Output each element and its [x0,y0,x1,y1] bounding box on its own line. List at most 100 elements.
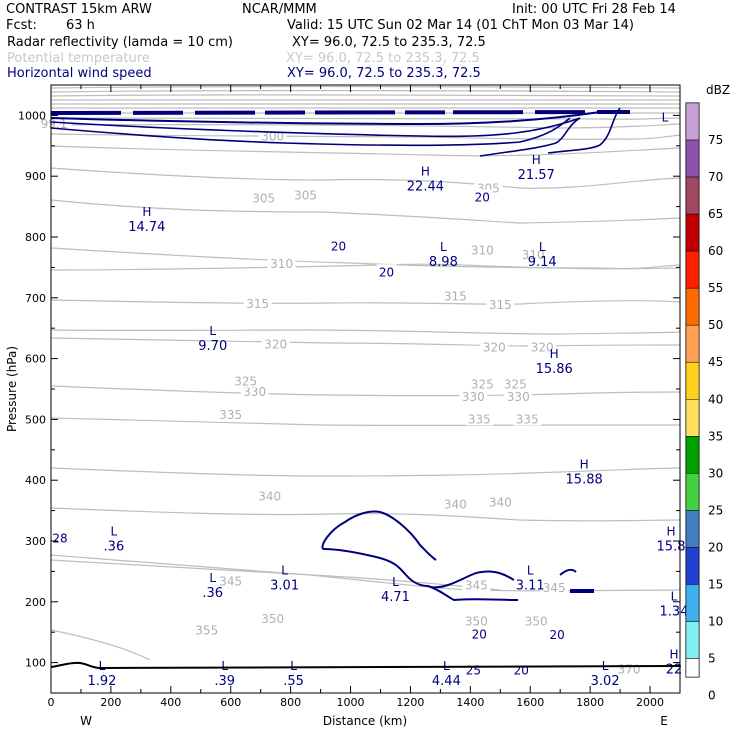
theta-label-bg [519,247,548,262]
theta-contour-label: 310 [270,257,293,271]
wind-extremum-value: 14.74 [128,220,165,235]
theta-label-bg [441,288,470,303]
wind-extremum-value: .36 [202,586,223,601]
theta-contour-label: 340 [258,490,281,504]
y-axis-title: Pressure (hPa) [5,346,19,432]
theta-label-bg [261,336,290,351]
theta-contour-label: 330 [243,385,266,399]
colorbar-swatch [685,510,700,548]
y-tick-label: 300 [25,535,46,548]
colorbar-unit: dBZ [706,83,730,97]
theta-label-bg [441,496,470,511]
wind-high-marker: H [421,165,430,179]
y-tick-label: 600 [25,353,46,366]
wind-contour-label: 25 [466,664,481,678]
colorbar-level-label: 60 [708,244,723,258]
x-tick-label: 1800 [576,696,604,709]
theta-label-bg [465,411,494,426]
organization: NCAR/MMM [242,2,317,17]
colorbar-swatch [685,436,700,474]
wind-extremum-value: 3.02 [591,674,620,689]
theta-label-bg [255,488,284,503]
colorbar-swatch [685,399,700,437]
wind-label-bg [376,264,397,279]
theta-contour-label: 330 [507,390,530,404]
theta-contour-label: 310 [522,248,545,262]
colorbar-swatch [685,102,700,141]
wind-extremum-value: 15.8 [657,540,686,555]
colorbar-level-label: 50 [708,318,723,332]
x-axis-east-label: E [660,714,668,728]
colorbar-swatch [685,361,700,400]
wind-low-marker: L [281,563,288,577]
theta-contour-label: 345 [219,575,242,589]
theta-label-bg [216,573,245,588]
theta-contour-label: 99.1 [41,117,68,131]
theta-label-bg [504,388,533,403]
colorbar-level-label: 5 [708,651,716,665]
valid-time: Valid: 15 UTC Sun 02 Mar 14 (01 ChT Mon … [287,18,634,33]
theta-label-bg [462,577,491,592]
theta-label-bg [540,579,569,594]
wind-extremum-value: 22.44 [407,180,444,195]
theta-contour-label: 330 [462,390,485,404]
wind-high-marker: H [532,153,541,167]
theta-contour-label: 350 [465,614,488,628]
wind-extremum-value: 4.44 [432,674,461,689]
field-reflectivity-xy: XY= 96.0, 72.5 to 235.3, 72.5 [292,35,486,50]
theta-contour-label: 310 [471,243,494,257]
field-wind-name: Horizontal wind speed [7,66,152,81]
y-tick-label: 100 [25,657,46,670]
wind-label-bg [328,238,349,253]
colorbar-level-label: 40 [708,392,723,406]
theta-contour-label: 305 [294,189,317,203]
x-axis-title: Distance (km) [323,714,407,728]
theta-label-bg [513,411,542,426]
y-tick-label: 400 [25,474,46,487]
colorbar-swatch [685,287,700,326]
wind-low-marker: L [209,324,216,338]
colorbar-level-label: 25 [708,503,723,517]
theta-label-bg [480,339,509,354]
theta-contour-label: 350 [261,612,284,626]
colorbar-swatch [685,324,700,363]
y-tick-label: 900 [25,170,46,183]
theta-contour-label: 345 [465,578,488,592]
wind-contour-label: 20 [550,628,565,642]
x-tick-label: 1200 [396,696,424,709]
theta-label-bg [291,187,320,202]
x-tick-label: 2000 [636,696,664,709]
colorbar-swatch [685,250,700,289]
colorbar-level-label: 45 [708,355,723,369]
y-tick-label: 1000 [18,109,46,122]
theta-contour-label: 325 [504,378,527,392]
wind-label-bg [472,189,493,204]
theta-label-bg [501,376,530,391]
wind-contour-label: 20 [331,240,346,254]
forecast-hours: 63 h [66,18,95,33]
wind-extremum-value: .55 [283,674,304,689]
wind-low-marker: L [111,525,118,539]
wind-low-marker: L [209,571,216,585]
theta-contour-label: 335 [516,412,539,426]
theta-label-bg [462,613,491,628]
field-wind-xy: XY= 96.0, 72.5 to 235.3, 72.5 [287,66,481,81]
wind-low-marker: L [99,659,106,673]
theta-label-bg [231,373,260,388]
theta-label-bg [615,661,644,676]
colorbar-swatch [685,473,700,511]
theta-contour-label: 335 [219,408,242,422]
colorbar-swatch [685,621,700,659]
potential-temperature-contours [50,85,681,661]
wind-contour-label: 20 [472,628,487,642]
x-tick-label: 800 [280,696,301,709]
theta-label-bg [267,255,296,270]
theta-contour-label: 325 [471,378,494,392]
ground-surface-line [50,661,681,670]
model-title: CONTRAST 15km ARW [6,2,152,17]
wind-label-bg [547,627,568,642]
colorbar-swatch [685,139,700,178]
wind-extremum-value: 9.70 [198,339,227,354]
wind-extremum-value: 3.11 [516,578,545,593]
